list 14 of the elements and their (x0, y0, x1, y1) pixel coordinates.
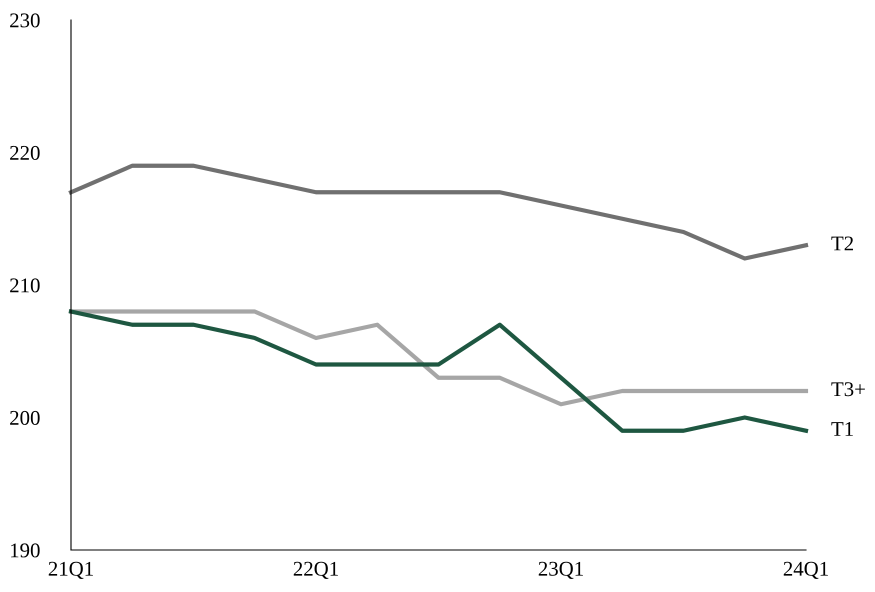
y-tick-label: 190 (11, 543, 40, 558)
y-tick-label: 200 (10, 410, 40, 425)
y-tick-label: 220 (10, 146, 40, 160)
y-tick-label: 210 (10, 278, 40, 292)
series-label: T1 (831, 422, 853, 436)
x-tick-label: 21Q1 (48, 562, 93, 579)
line-series (68, 309, 808, 433)
series-label: T2 (831, 236, 853, 250)
x-tick-label: 22Q1 (294, 562, 338, 579)
x-tick-label: 24Q1 (784, 562, 828, 579)
y-tick-label: 230 (10, 13, 40, 28)
x-tick-label: 23Q1 (538, 562, 583, 579)
line-series (68, 164, 808, 261)
series-label: T3+ (831, 382, 865, 396)
